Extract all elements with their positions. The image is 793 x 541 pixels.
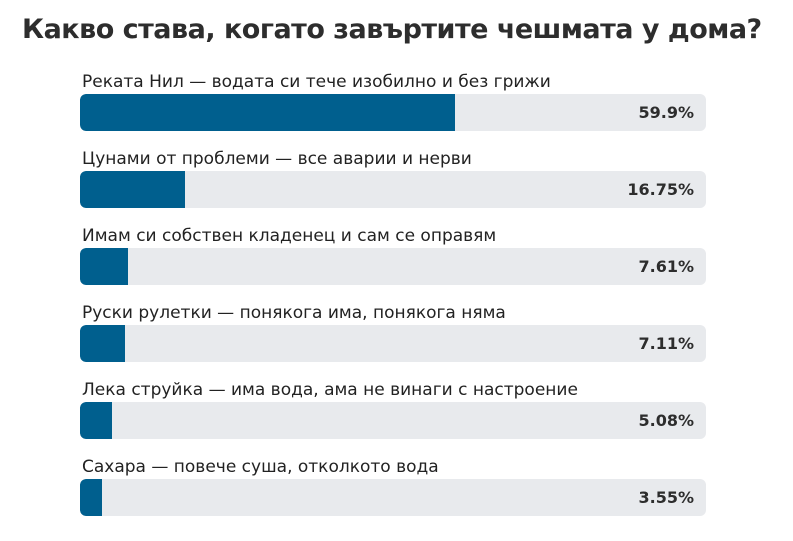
poll-option: Реката Нил — водата си тече изобилно и б… [80, 71, 706, 148]
option-percent: 3.55% [638, 488, 694, 507]
option-bar-track[interactable]: 3.55% [80, 479, 706, 516]
poll-option: Лека струйка — има вода, ама не винаги с… [80, 379, 706, 456]
poll-option: Цунами от проблеми — все аварии и нерви … [80, 148, 706, 225]
option-label: Имам си собствен кладенец и сам се оправ… [82, 226, 497, 246]
option-percent: 5.08% [638, 411, 694, 430]
option-label: Реката Нил — водата си тече изобилно и б… [82, 72, 551, 92]
option-label: Лека струйка — има вода, ама не винаги с… [82, 380, 578, 400]
poll-options: Реката Нил — водата си тече изобилно и б… [80, 71, 706, 533]
option-percent: 7.61% [638, 257, 694, 276]
poll-option: Сахара — повече суша, отколкото вода 3.5… [80, 456, 706, 533]
option-bar-fill [80, 402, 112, 439]
option-bar-track[interactable]: 5.08% [80, 402, 706, 439]
option-bar-track[interactable]: 7.11% [80, 325, 706, 362]
option-bar-track[interactable]: 16.75% [80, 171, 706, 208]
option-bar-track[interactable]: 7.61% [80, 248, 706, 285]
option-bar-fill [80, 94, 455, 131]
option-bar-fill [80, 248, 128, 285]
option-bar-fill [80, 325, 125, 362]
poll-title: Какво става, когато завъртите чешмата у … [22, 14, 762, 45]
option-label: Сахара — повече суша, отколкото вода [82, 457, 439, 477]
option-label: Цунами от проблеми — все аварии и нерви [82, 149, 472, 169]
option-percent: 16.75% [627, 180, 694, 199]
option-bar-track[interactable]: 59.9% [80, 94, 706, 131]
option-label: Руски рулетки — понякога има, понякога н… [82, 303, 506, 323]
poll-option: Имам си собствен кладенец и сам се оправ… [80, 225, 706, 302]
poll-option: Руски рулетки — понякога има, понякога н… [80, 302, 706, 379]
option-percent: 59.9% [638, 103, 694, 122]
option-bar-fill [80, 479, 103, 516]
option-bar-fill [80, 171, 185, 208]
option-percent: 7.11% [638, 334, 694, 353]
